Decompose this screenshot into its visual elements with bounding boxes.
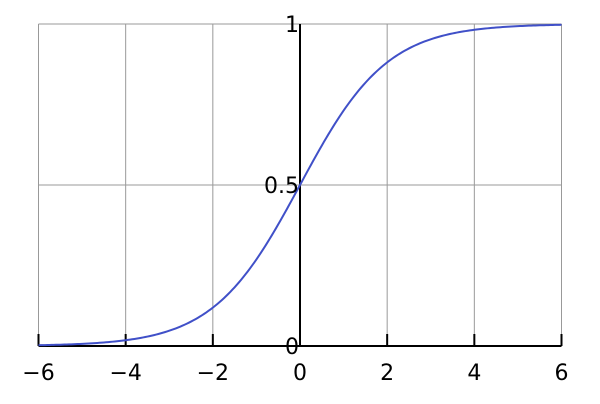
tick-labels: −6 −4 −2 0 2 4 6 0 0.5 1 xyxy=(22,13,568,386)
x-tick-label: −2 xyxy=(197,361,229,386)
x-tick-label: −6 xyxy=(22,361,54,386)
x-tick-label: 6 xyxy=(555,361,569,386)
x-tick-label: 4 xyxy=(467,361,481,386)
y-tick-label: 0.5 xyxy=(264,174,299,199)
y-tick-label: 1 xyxy=(285,13,299,38)
x-tick-label: 0 xyxy=(293,361,307,386)
x-tick-label: −4 xyxy=(109,361,141,386)
series-line xyxy=(38,23,562,347)
x-tick-label: 2 xyxy=(380,361,394,386)
axes xyxy=(37,24,563,347)
y-tick-label: 0 xyxy=(285,335,299,360)
